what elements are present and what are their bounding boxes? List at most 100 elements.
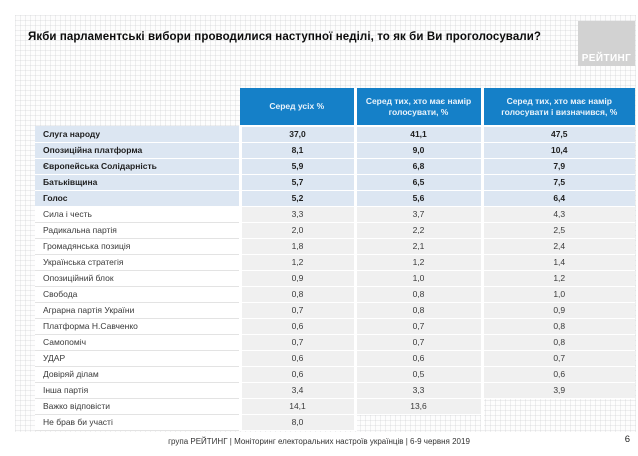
value-cell: 0,7	[482, 350, 635, 367]
party-name: Радикальна партія	[35, 222, 242, 239]
value-cell: 0,8	[482, 334, 635, 351]
results-table: Серед усіх % Серед тих, хто має намір го…	[35, 88, 635, 431]
value-cell: 0,5	[355, 366, 484, 383]
table-row: Європейська Солідарність 5,9 6,8 7,9	[35, 158, 635, 175]
value-cell: 0,8	[482, 318, 635, 335]
party-name: Українська стратегія	[35, 254, 242, 271]
value-cell: 0,6	[355, 350, 484, 367]
value-cell: 47,5	[482, 126, 635, 143]
value-cell: 5,6	[355, 190, 484, 207]
value-cell: 8,0	[240, 414, 357, 431]
party-name: Батьківщина	[35, 174, 242, 191]
value-cell: 3,7	[355, 206, 484, 223]
value-cell: 37,0	[240, 126, 357, 143]
party-name: Довіряй ділам	[35, 366, 242, 383]
party-name: Громадянська позиція	[35, 238, 242, 255]
value-cell: 0,6	[482, 366, 635, 383]
table-row: Голос 5,2 5,6 6,4	[35, 190, 635, 207]
value-cell: 5,9	[240, 158, 357, 175]
value-cell: 0,7	[355, 318, 484, 335]
party-name: Важко відповісти	[35, 398, 242, 415]
table-row: Інша партія 3,4 3,3 3,9	[35, 382, 635, 399]
corner-cell	[35, 88, 240, 126]
party-name: Не брав би участі	[35, 414, 242, 431]
value-cell: 0,6	[240, 318, 357, 335]
value-cell: 1,0	[355, 270, 484, 287]
table-row: Українська стратегія 1,2 1,2 1,4	[35, 254, 635, 271]
value-cell: 0,8	[240, 286, 357, 303]
page-title: Якби парламентські вибори проводилися на…	[28, 31, 542, 43]
value-cell: 41,1	[355, 126, 484, 143]
value-cell: 0,7	[240, 334, 357, 351]
party-name: Слуга народу	[35, 126, 242, 143]
value-cell: 7,9	[482, 158, 635, 175]
value-cell: 7,5	[482, 174, 635, 191]
value-cell: 5,2	[240, 190, 357, 207]
value-cell	[355, 414, 484, 430]
party-name: Сила і честь	[35, 206, 242, 223]
rating-group-logo: РЕЙТИНГ	[578, 21, 635, 66]
value-cell: 6,4	[482, 190, 635, 207]
value-cell: 0,6	[240, 350, 357, 367]
party-name: Самопоміч	[35, 334, 242, 351]
value-cell: 3,4	[240, 382, 357, 399]
value-cell: 0,6	[240, 366, 357, 383]
table-row: Опозиційна платформа 8,1 9,0 10,4	[35, 142, 635, 159]
table-row: Не брав би участі 8,0	[35, 414, 635, 431]
table-row: Опозиційний блок 0,9 1,0 1,2	[35, 270, 635, 287]
column-header-intend-to-vote: Серед тих, хто має намір голосувати, %	[355, 88, 484, 127]
value-cell: 2,2	[355, 222, 484, 239]
value-cell: 1,2	[482, 270, 635, 287]
value-cell: 6,5	[355, 174, 484, 191]
table-row: Сила і честь 3,3 3,7 4,3	[35, 206, 635, 223]
page-number: 6	[624, 434, 630, 445]
value-cell: 10,4	[482, 142, 635, 159]
table-row: Слуга народу 37,0 41,1 47,5	[35, 126, 635, 143]
table-body: Слуга народу 37,0 41,1 47,5 Опозиційна платф…	[35, 126, 635, 431]
value-cell: 0,9	[240, 270, 357, 287]
table-row: Довіряй ділам 0,6 0,5 0,6	[35, 366, 635, 383]
party-name: Європейська Солідарність	[35, 158, 242, 175]
party-name: Платформа Н.Савченко	[35, 318, 242, 335]
value-cell: 2,4	[482, 238, 635, 255]
table-row: Платформа Н.Савченко 0,6 0,7 0,8	[35, 318, 635, 335]
value-cell: 0,8	[355, 302, 484, 319]
table-row: УДАР 0,6 0,6 0,7	[35, 350, 635, 367]
value-cell: 0,9	[482, 302, 635, 319]
party-name: Аграрна партія України	[35, 302, 242, 319]
value-cell: 5,7	[240, 174, 357, 191]
table-row: Аграрна партія України 0,7 0,8 0,9	[35, 302, 635, 319]
value-cell: 0,8	[355, 286, 484, 303]
value-cell: 4,3	[482, 206, 635, 223]
party-name: Опозиційна платформа	[35, 142, 242, 159]
value-cell: 1,8	[240, 238, 357, 255]
value-cell: 1,2	[240, 254, 357, 271]
table-row: Важко відповісти 14,1 13,6	[35, 398, 635, 415]
party-name: Опозиційний блок	[35, 270, 242, 287]
value-cell: 2,5	[482, 222, 635, 239]
value-cell: 0,7	[240, 302, 357, 319]
column-header-all: Серед усіх %	[240, 88, 357, 127]
value-cell	[482, 398, 635, 414]
value-cell: 14,1	[240, 398, 357, 415]
value-cell	[482, 414, 635, 430]
value-cell: 6,8	[355, 158, 484, 175]
party-name: Свобода	[35, 286, 242, 303]
table-row: Свобода 0,8 0,8 1,0	[35, 286, 635, 303]
value-cell: 1,4	[482, 254, 635, 271]
party-name: УДАР	[35, 350, 242, 367]
value-cell: 0,7	[355, 334, 484, 351]
logo-label: РЕЙТИНГ	[581, 53, 632, 64]
table-row: Батьківщина 5,7 6,5 7,5	[35, 174, 635, 191]
value-cell: 2,0	[240, 222, 357, 239]
table-row: Громадянська позиція 1,8 2,1 2,4	[35, 238, 635, 255]
value-cell: 3,3	[240, 206, 357, 223]
party-name: Голос	[35, 190, 242, 207]
value-cell: 3,9	[482, 382, 635, 399]
table-row: Радикальна партія 2,0 2,2 2,5	[35, 222, 635, 239]
table-row: Самопоміч 0,7 0,7 0,8	[35, 334, 635, 351]
value-cell: 2,1	[355, 238, 484, 255]
table-header-row: Серед усіх % Серед тих, хто має намір го…	[35, 88, 635, 127]
value-cell: 8,1	[240, 142, 357, 159]
party-name: Інша партія	[35, 382, 242, 399]
